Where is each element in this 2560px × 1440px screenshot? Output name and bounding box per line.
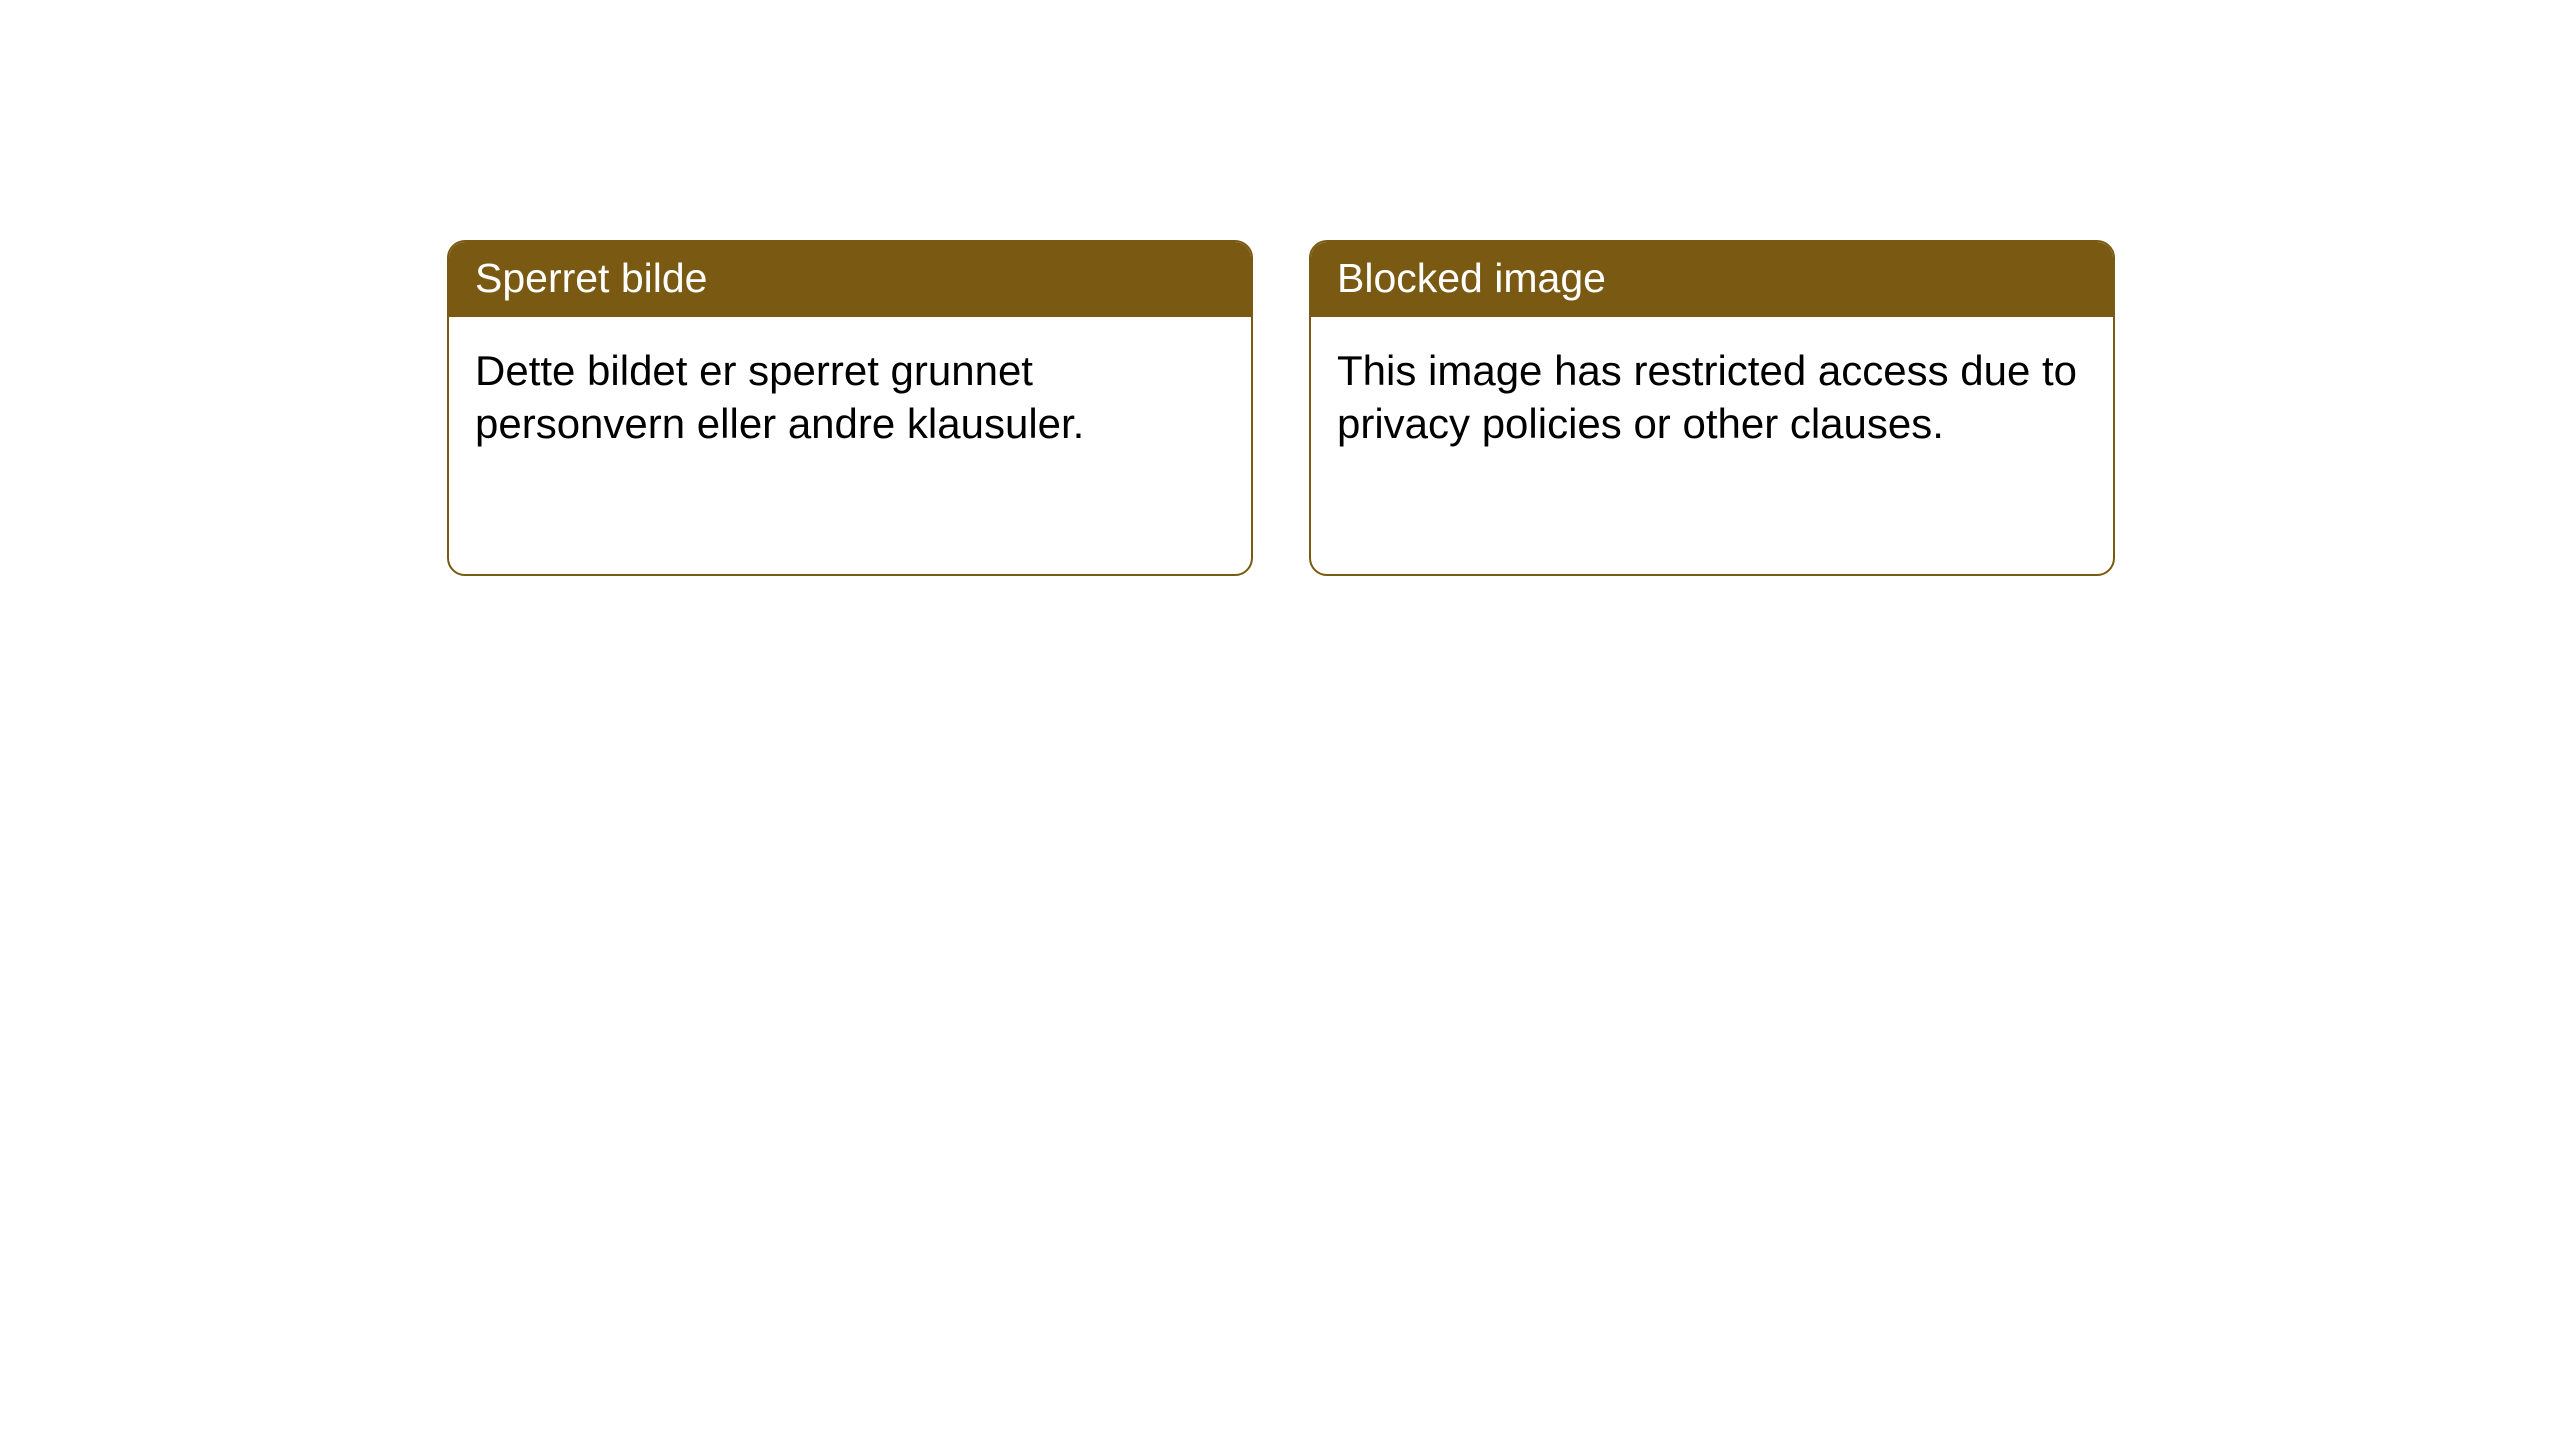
notice-card-norwegian: Sperret bilde Dette bildet er sperret gr…	[447, 240, 1253, 576]
card-title-english: Blocked image	[1311, 242, 2113, 317]
card-message-english: This image has restricted access due to …	[1311, 317, 2113, 470]
card-message-norwegian: Dette bildet er sperret grunnet personve…	[449, 317, 1251, 470]
notice-card-english: Blocked image This image has restricted …	[1309, 240, 2115, 576]
notice-container: Sperret bilde Dette bildet er sperret gr…	[447, 240, 2115, 576]
card-title-norwegian: Sperret bilde	[449, 242, 1251, 317]
